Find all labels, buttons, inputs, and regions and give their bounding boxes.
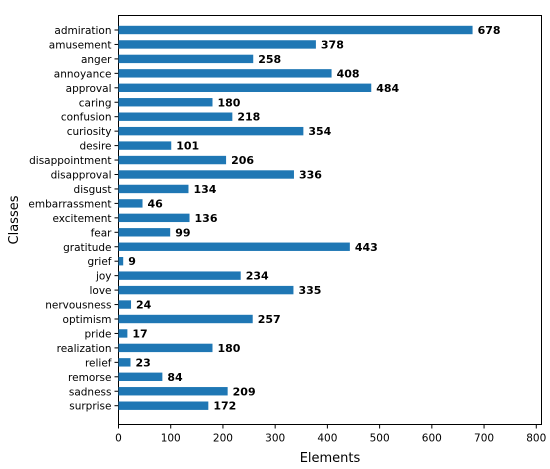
y-tick-label-disappointment: disappointment xyxy=(29,155,111,167)
bar-disgust xyxy=(118,184,189,194)
y-tick-label-amusement: amusement xyxy=(49,39,112,51)
bar-optimism xyxy=(118,314,253,324)
x-tick-label-800: 800 xyxy=(526,433,546,445)
y-tick-label-surprise: surprise xyxy=(69,401,111,413)
y-tick-label-joy: joy xyxy=(95,271,112,283)
data-label-realization: 180 xyxy=(218,342,241,355)
data-label-embarrassment: 46 xyxy=(148,197,164,210)
bar-relief xyxy=(118,358,131,367)
y-tick-label-nervousness: nervousness xyxy=(45,300,111,312)
x-tick-label-600: 600 xyxy=(422,433,442,445)
bar-anger xyxy=(118,54,254,64)
data-label-annoyance: 408 xyxy=(337,67,360,80)
data-label-caring: 180 xyxy=(218,96,241,109)
data-label-excitement: 136 xyxy=(195,212,218,225)
bar-realization xyxy=(118,343,213,353)
data-label-amusement: 378 xyxy=(321,38,344,51)
y-tick-label-anger: anger xyxy=(81,54,112,66)
x-axis: 0 100 200 300 400 500 600 700 800 xyxy=(115,424,546,445)
data-label-admiration: 678 xyxy=(478,24,501,37)
bar-amusement xyxy=(118,40,316,49)
y-tick-label-disapproval: disapproval xyxy=(51,170,112,182)
bar-gratitude xyxy=(118,242,350,251)
data-label-disappointment: 206 xyxy=(231,154,254,167)
y-tick-label-desire: desire xyxy=(79,141,111,153)
y-tick-label-fear: fear xyxy=(91,227,113,239)
data-label-nervousness: 24 xyxy=(136,299,152,312)
bar-grief xyxy=(118,257,124,266)
y-tick-label-pride: pride xyxy=(84,328,111,340)
bar-love xyxy=(118,285,294,295)
data-label-pride: 17 xyxy=(132,327,147,340)
bar-embarrassment xyxy=(118,199,143,208)
x-tick-label-400: 400 xyxy=(317,433,337,445)
bar-joy xyxy=(118,271,241,280)
bar-nervousness xyxy=(118,300,132,309)
bar-pride xyxy=(118,329,128,338)
y-tick-label-confusion: confusion xyxy=(61,112,112,124)
data-labels-group: 678 378 258 408 484 180 218 354 101 206 336 134 46 13… xyxy=(128,24,500,413)
data-label-confusion: 218 xyxy=(237,111,260,124)
data-label-disapproval: 336 xyxy=(299,169,322,182)
y-tick-label-sadness: sadness xyxy=(69,386,112,398)
bar-admiration xyxy=(118,25,473,35)
y-tick-label-caring: caring xyxy=(79,97,112,109)
y-tick-label-curiosity: curiosity xyxy=(67,126,112,138)
data-label-curiosity: 354 xyxy=(308,125,331,138)
y-tick-label-remorse: remorse xyxy=(68,372,111,384)
bar-fear xyxy=(118,228,171,237)
y-tick-label-annoyance: annoyance xyxy=(54,68,112,80)
y-tick-label-gratitude: gratitude xyxy=(63,242,111,254)
data-label-gratitude: 443 xyxy=(355,241,378,254)
y-tick-label-embarrassment: embarrassment xyxy=(28,198,111,210)
bar-disapproval xyxy=(118,170,294,179)
data-label-love: 335 xyxy=(298,284,321,297)
data-label-grief: 9 xyxy=(128,255,136,268)
y-tick-label-grief: grief xyxy=(87,256,111,268)
data-label-approval: 484 xyxy=(376,82,399,95)
bar-approval xyxy=(118,83,372,92)
y-tick-label-realization: realization xyxy=(57,343,112,355)
bar-sadness xyxy=(118,387,228,396)
data-label-disgust: 134 xyxy=(193,183,216,196)
x-tick-label-300: 300 xyxy=(265,433,285,445)
bar-disappointment xyxy=(118,155,227,165)
y-axis-title: Classes xyxy=(7,195,22,244)
bar-confusion xyxy=(118,112,233,121)
data-label-desire: 101 xyxy=(176,140,199,153)
data-label-surprise: 172 xyxy=(213,400,236,413)
y-tick-label-admiration: admiration xyxy=(54,25,111,37)
data-label-optimism: 257 xyxy=(258,313,281,326)
y-tick-label-love: love xyxy=(89,285,111,297)
bars-group xyxy=(118,25,473,410)
bar-caring xyxy=(118,98,213,107)
x-axis-title: Elements xyxy=(300,451,361,466)
data-label-sadness: 209 xyxy=(233,385,256,398)
y-tick-label-optimism: optimism xyxy=(63,314,112,326)
y-axis: admiration amusement anger annoyance approva… xyxy=(28,25,119,413)
x-tick-label-700: 700 xyxy=(474,433,494,445)
data-label-anger: 258 xyxy=(258,53,281,66)
x-tick-label-0: 0 xyxy=(115,433,122,445)
data-label-joy: 234 xyxy=(246,270,269,283)
x-tick-label-500: 500 xyxy=(370,433,390,445)
bar-annoyance xyxy=(118,69,332,78)
y-tick-label-disgust: disgust xyxy=(74,184,112,196)
y-tick-label-relief: relief xyxy=(85,357,112,369)
bar-remorse xyxy=(118,372,163,381)
bar-surprise xyxy=(118,401,209,410)
bar-excitement xyxy=(118,213,190,223)
data-label-relief: 23 xyxy=(136,356,151,369)
data-label-fear: 99 xyxy=(175,226,190,239)
bar-curiosity xyxy=(118,126,304,136)
y-tick-label-approval: approval xyxy=(66,83,112,95)
x-tick-label-200: 200 xyxy=(213,433,233,445)
y-tick-label-excitement: excitement xyxy=(52,213,111,225)
bar-desire xyxy=(118,141,172,150)
data-label-remorse: 84 xyxy=(167,371,183,384)
x-tick-label-100: 100 xyxy=(161,433,181,445)
